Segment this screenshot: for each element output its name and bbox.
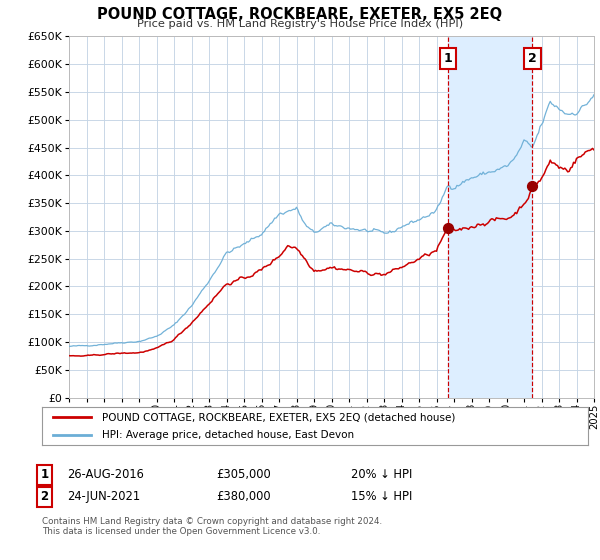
Bar [448, 36, 532, 398]
Text: HPI: Average price, detached house, East Devon: HPI: Average price, detached house, East… [102, 430, 354, 440]
Text: 2: 2 [40, 490, 49, 503]
Text: POUND COTTAGE, ROCKBEARE, EXETER, EX5 2EQ: POUND COTTAGE, ROCKBEARE, EXETER, EX5 2E… [97, 7, 503, 22]
Point [527, 182, 537, 191]
Text: Price paid vs. HM Land Registry's House Price Index (HPI): Price paid vs. HM Land Registry's House … [137, 19, 463, 29]
Text: 1: 1 [40, 468, 49, 482]
Text: 24-JUN-2021: 24-JUN-2021 [67, 490, 140, 503]
Text: £305,000: £305,000 [216, 468, 271, 482]
Text: 26-AUG-2016: 26-AUG-2016 [67, 468, 144, 482]
Text: Contains HM Land Registry data © Crown copyright and database right 2024.: Contains HM Land Registry data © Crown c… [42, 517, 382, 526]
Text: POUND COTTAGE, ROCKBEARE, EXETER, EX5 2EQ (detached house): POUND COTTAGE, ROCKBEARE, EXETER, EX5 2E… [102, 412, 455, 422]
Text: 2: 2 [528, 52, 536, 65]
Text: 15% ↓ HPI: 15% ↓ HPI [351, 490, 412, 503]
Text: 1: 1 [443, 52, 452, 65]
Point [443, 223, 452, 232]
Text: 20% ↓ HPI: 20% ↓ HPI [351, 468, 412, 482]
Text: This data is licensed under the Open Government Licence v3.0.: This data is licensed under the Open Gov… [42, 528, 320, 536]
Text: £380,000: £380,000 [216, 490, 271, 503]
